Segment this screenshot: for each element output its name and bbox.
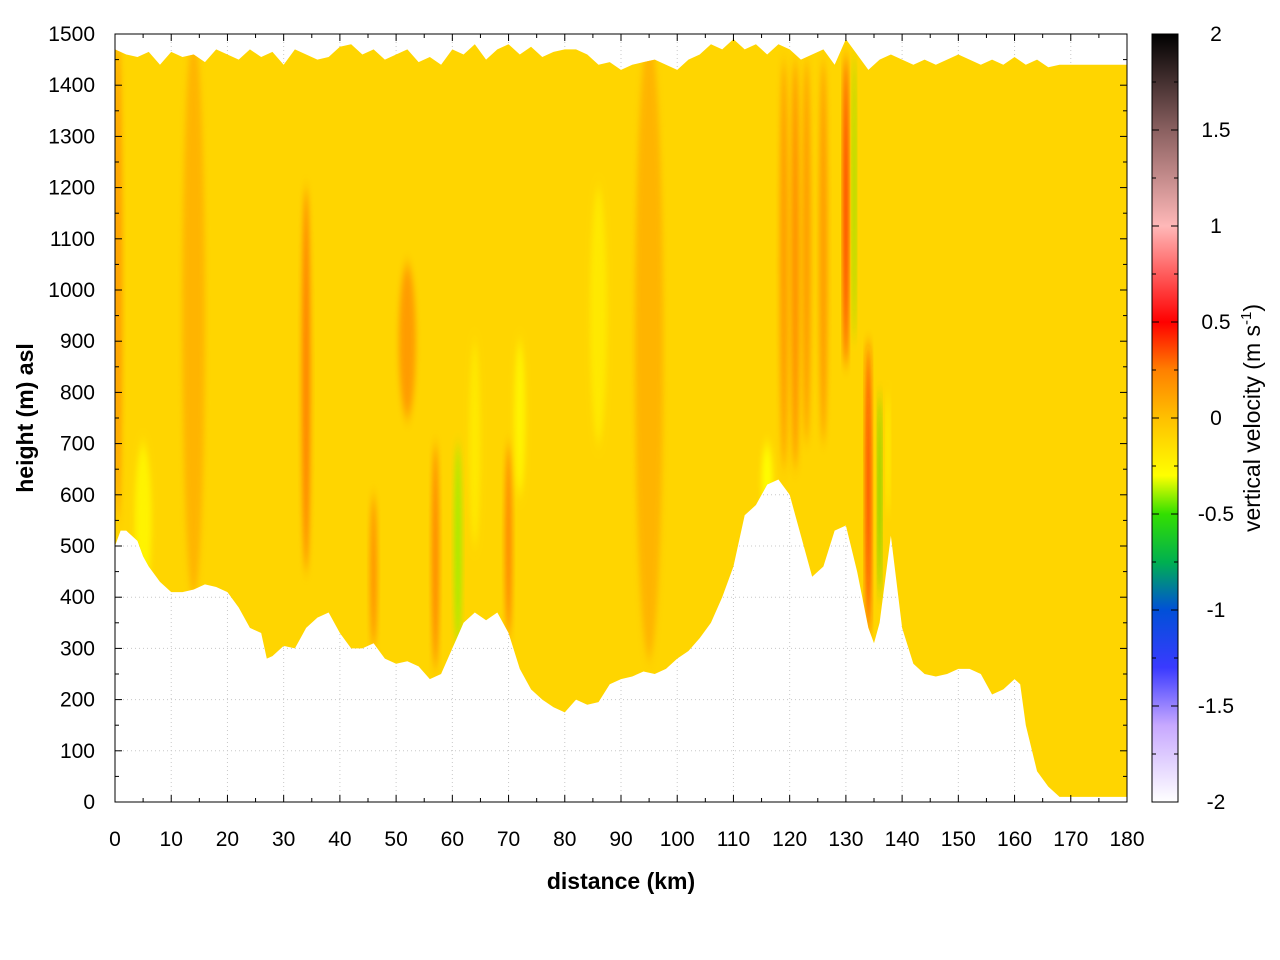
data-feature-22 xyxy=(886,392,890,516)
cb-tick-label-5: -0.5 xyxy=(1198,503,1234,526)
data-feature-2 xyxy=(182,39,205,598)
x-tick-label-90: 90 xyxy=(609,828,632,851)
data-feature-4 xyxy=(370,494,377,649)
x-tick-label-130: 130 xyxy=(828,828,863,851)
data-feature-16 xyxy=(802,59,811,444)
y-tick-label-1000: 1000 xyxy=(48,279,95,302)
data-feature-15 xyxy=(791,59,800,470)
colorbar-title: vertical velocity (m s-1) xyxy=(1238,304,1265,532)
y-tick-label-1200: 1200 xyxy=(48,177,95,200)
y-tick-label-300: 300 xyxy=(60,637,95,660)
cb-tick-label-3: 0.5 xyxy=(1201,311,1230,334)
x-tick-label-170: 170 xyxy=(1053,828,1088,851)
x-tick-label-50: 50 xyxy=(384,828,407,851)
y-axis-title: height (m) asl xyxy=(12,343,38,493)
data-feature-8 xyxy=(469,341,481,546)
colorbar-title-sup: -1 xyxy=(1238,312,1255,325)
axis-ticks: 0 10 20 30 40 50 60 70 80 90 100 110 120 130 140 150 160… xyxy=(48,23,1144,851)
y-tick-label-1100: 1100 xyxy=(50,228,95,251)
x-tick-label-10: 10 xyxy=(160,828,183,851)
data-feature-19 xyxy=(852,54,856,342)
y-tick-label-0: 0 xyxy=(83,791,95,814)
y-tick-label-1400: 1400 xyxy=(48,74,95,97)
x-tick-label-100: 100 xyxy=(660,828,695,851)
y-tick-label-200: 200 xyxy=(60,689,95,712)
x-tick-label-140: 140 xyxy=(885,828,920,851)
y-tick-label-900: 900 xyxy=(60,330,95,353)
y-tick-label-500: 500 xyxy=(60,535,95,558)
x-tick-label-30: 30 xyxy=(272,828,295,851)
data-feature-5 xyxy=(398,264,416,419)
x-tick-label-60: 60 xyxy=(441,828,464,851)
data-feature-20 xyxy=(865,341,871,639)
x-tick-label-0: 0 xyxy=(109,828,121,851)
data-feature-7 xyxy=(454,443,462,649)
cb-tick-label-4: 0 xyxy=(1210,407,1222,430)
x-tick-label-40: 40 xyxy=(328,828,351,851)
x-tick-label-120: 120 xyxy=(772,828,807,851)
data-feature-11 xyxy=(590,187,607,444)
data-feature-0 xyxy=(115,39,123,521)
x-tick-label-80: 80 xyxy=(553,828,576,851)
cb-tick-label-2: 1 xyxy=(1210,215,1222,238)
x-axis-title: distance (km) xyxy=(547,868,695,894)
x-tick-label-160: 160 xyxy=(997,828,1032,851)
y-tick-label-600: 600 xyxy=(60,484,95,507)
colorbar-title-end: ) xyxy=(1239,304,1265,312)
data-feature-3 xyxy=(301,187,311,572)
y-tick-label-100: 100 xyxy=(60,740,95,763)
colorbar: 2 1.5 1 0.5 0 -0.5 -1 -1.5 -2 vertical velocity … xyxy=(1151,23,1265,814)
data-feature-14 xyxy=(779,59,789,470)
x-tick-label-20: 20 xyxy=(216,828,239,851)
cb-tick-label-0: 2 xyxy=(1210,23,1222,46)
cb-tick-label-7: -1.5 xyxy=(1198,695,1234,718)
y-tick-label-400: 400 xyxy=(60,586,95,609)
y-tick-label-700: 700 xyxy=(60,433,95,456)
cb-tick-label-6: -1 xyxy=(1207,599,1226,622)
x-tick-label-150: 150 xyxy=(941,828,976,851)
x-tick-label-180: 180 xyxy=(1109,828,1144,851)
y-tick-label-1300: 1300 xyxy=(48,125,95,148)
data-feature-6 xyxy=(432,443,439,669)
data-feature-21 xyxy=(878,392,882,598)
y-tick-label-800: 800 xyxy=(60,381,95,404)
cb-tick-label-8: -2 xyxy=(1207,791,1226,814)
x-tick-label-70: 70 xyxy=(497,828,520,851)
data-feature-17 xyxy=(819,59,828,444)
data-feature-18 xyxy=(843,54,849,367)
data-feature-10 xyxy=(514,341,526,495)
x-tick-label-110: 110 xyxy=(717,828,750,851)
cb-tick-label-1: 1.5 xyxy=(1201,119,1230,142)
data-feature-12 xyxy=(635,39,664,659)
colorbar-ticks: 2 1.5 1 0.5 0 -0.5 -1 -1.5 -2 xyxy=(1152,23,1234,814)
colorbar-title-main: vertical velocity (m s xyxy=(1239,325,1265,532)
y-tick-label-1500: 1500 xyxy=(48,23,95,46)
data-feature-9 xyxy=(505,443,512,639)
